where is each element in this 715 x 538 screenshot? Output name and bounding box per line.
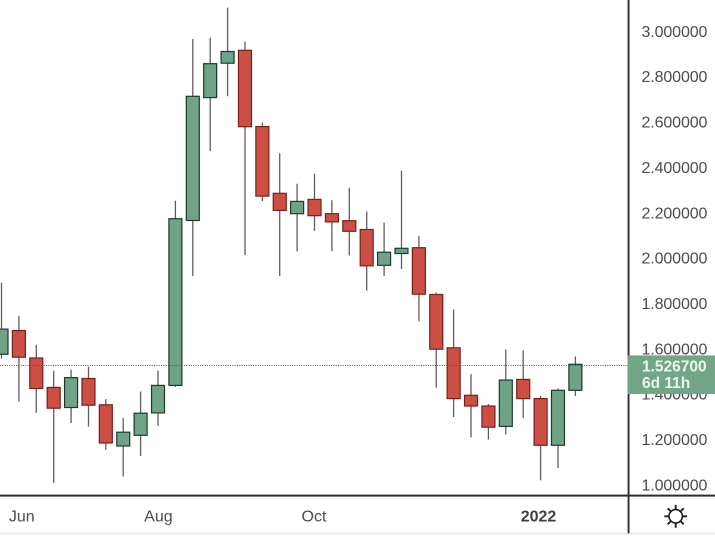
- svg-text:2.800000: 2.800000: [642, 69, 708, 86]
- svg-text:2.600000: 2.600000: [642, 115, 708, 132]
- svg-text:1.800000: 1.800000: [642, 296, 708, 313]
- svg-text:1.600000: 1.600000: [642, 341, 708, 358]
- svg-text:2022: 2022: [521, 509, 557, 526]
- svg-text:Aug: Aug: [144, 508, 172, 525]
- svg-text:1.000000: 1.000000: [642, 477, 708, 494]
- svg-text:2.000000: 2.000000: [642, 251, 708, 268]
- svg-text:Jun: Jun: [9, 508, 35, 525]
- svg-text:2.200000: 2.200000: [642, 205, 708, 222]
- svg-text:3.000000: 3.000000: [642, 24, 708, 41]
- svg-text:1.200000: 1.200000: [642, 432, 708, 449]
- svg-text:6d 11h: 6d 11h: [642, 375, 690, 392]
- svg-text:Oct: Oct: [302, 508, 327, 525]
- svg-text:1.526700: 1.526700: [642, 358, 707, 375]
- svg-text:2.400000: 2.400000: [642, 160, 708, 177]
